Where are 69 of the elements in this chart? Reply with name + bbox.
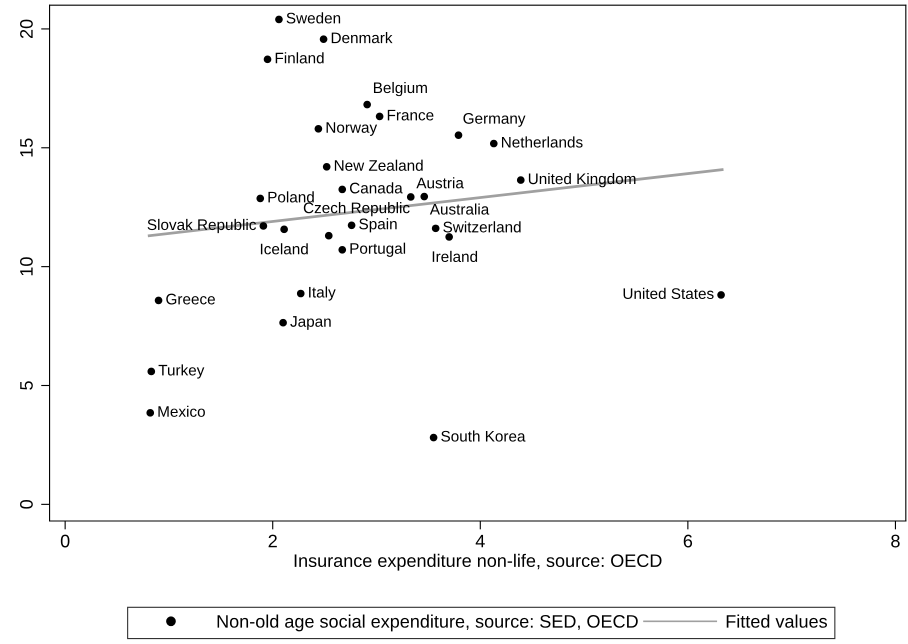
annotation: Spain: [359, 218, 397, 232]
point: [338, 246, 346, 254]
annotation: Poland: [268, 191, 314, 203]
point: [264, 56, 272, 64]
annotation: Slovak Republic: [148, 218, 256, 234]
annotation: New Zealand: [334, 160, 423, 171]
annotation: United States: [624, 288, 714, 300]
point: [154, 296, 162, 304]
point: [717, 291, 725, 299]
point: [348, 221, 356, 230]
x-axis-title: Insurance expenditure non-life, source: OECD: [294, 554, 662, 571]
y-tick-label: 10: [20, 257, 33, 276]
x-tick-label: 8: [891, 534, 900, 548]
point: [275, 16, 283, 24]
annotation: South Korea: [441, 430, 526, 442]
point: [516, 176, 525, 184]
y-tick-label: 5: [20, 381, 33, 390]
point: [454, 131, 462, 139]
x-tick-label: 4: [476, 534, 485, 548]
point: [420, 192, 428, 200]
point: [376, 112, 384, 120]
annotation: Denmark: [332, 32, 393, 44]
annotation: Ireland: [432, 250, 478, 262]
annotation: Canada: [350, 182, 403, 194]
point: [432, 224, 440, 232]
point: [314, 124, 322, 133]
annotation: Iceland: [260, 243, 308, 254]
point: [146, 409, 154, 417]
point: [324, 232, 333, 240]
point: [296, 290, 305, 298]
point: [430, 434, 438, 442]
x-tick-label: 2: [268, 534, 277, 548]
point: [256, 194, 264, 202]
point: [320, 35, 328, 43]
annotation: Switzerland: [443, 221, 521, 232]
x-tick-label: 6: [684, 534, 692, 548]
point: [406, 193, 415, 201]
point: [445, 233, 453, 241]
annotation: France: [388, 110, 434, 121]
point: [279, 318, 287, 327]
annotation: Greece: [166, 294, 215, 304]
annotation: Mexico: [158, 406, 205, 417]
annotation: Belgium: [374, 82, 427, 96]
legend-label: Fitted values: [726, 614, 827, 628]
annotation: Sweden: [286, 12, 340, 24]
y-tick-label: 0: [20, 500, 33, 509]
point: [280, 226, 288, 234]
annotation: Netherlands: [502, 136, 583, 148]
point: [147, 368, 156, 376]
point: [363, 100, 371, 108]
annotation: Portugal: [350, 242, 406, 257]
annotation: Turkey: [158, 364, 204, 379]
annotation: Japan: [290, 316, 331, 330]
legend-label: Non-old age social expenditure, source: SED, OECD: [218, 614, 638, 632]
annotation: Norway: [326, 122, 378, 136]
annotation: Austria: [416, 177, 464, 188]
annotation: Australia: [430, 203, 490, 215]
y-tick-label: 15: [20, 138, 33, 156]
point: [338, 186, 346, 194]
point: [322, 162, 330, 171]
annotation: Italy: [309, 286, 336, 301]
x-tick-label: 0: [60, 534, 70, 548]
annotation: Czech Republic: [304, 202, 410, 216]
annotation: Germany: [463, 113, 526, 127]
point: [490, 140, 498, 148]
y-tick-label: 20: [20, 20, 33, 38]
annotation: Finland: [276, 52, 324, 64]
point: [260, 222, 268, 230]
annotation: United Kingdom: [528, 172, 636, 188]
